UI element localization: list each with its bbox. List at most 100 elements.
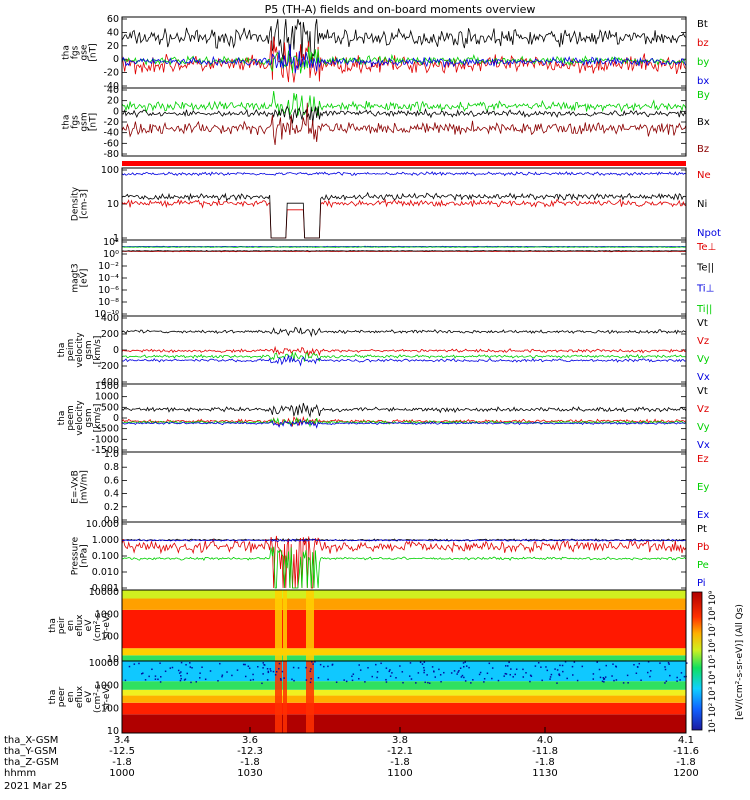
noise-dot bbox=[464, 661, 466, 663]
noise-dot bbox=[199, 677, 201, 679]
noise-dot bbox=[159, 681, 162, 683]
ytick-label: 10⁻² bbox=[98, 261, 119, 272]
noise-dot bbox=[267, 671, 270, 674]
noise-dot bbox=[504, 665, 507, 667]
colorbar-tick: 10⁶ bbox=[708, 638, 718, 653]
legend-ti: Ti⊥ bbox=[696, 283, 714, 294]
noise-dot bbox=[399, 665, 401, 667]
ytick-label: -20 bbox=[103, 117, 119, 128]
noise-dot bbox=[281, 670, 284, 673]
noise-dot bbox=[664, 666, 666, 668]
noise-dot bbox=[415, 682, 417, 684]
noise-dot bbox=[154, 675, 157, 677]
noise-dot bbox=[460, 676, 463, 678]
noise-dot bbox=[483, 681, 485, 683]
noise-dot bbox=[389, 669, 391, 671]
noise-dot bbox=[367, 666, 369, 669]
ytick-label: 500 bbox=[101, 402, 119, 413]
noise-dot bbox=[549, 676, 552, 678]
ytick-label: 10⁻⁶ bbox=[98, 285, 119, 296]
spectro-band bbox=[122, 609, 686, 649]
noise-dot bbox=[453, 670, 456, 672]
series-pi-line bbox=[121, 538, 686, 543]
xaxis-value: 1200 bbox=[673, 768, 698, 779]
noise-dot bbox=[464, 680, 467, 682]
ytick-label: 1500 bbox=[95, 381, 119, 392]
panel-3: Density [cm-3] 100 10 1 Ne Ni Npot bbox=[71, 165, 721, 244]
noise-dot bbox=[679, 679, 681, 681]
ytick-label: 1000 bbox=[95, 609, 119, 620]
legend-pb: Pb bbox=[697, 542, 709, 553]
noise-dot bbox=[488, 662, 491, 665]
ylabel-line: [nT] bbox=[89, 43, 99, 61]
colorbar-tick: 10² bbox=[708, 703, 718, 717]
noise-dot bbox=[154, 678, 157, 680]
ytick-label: 0.001 bbox=[92, 583, 119, 594]
ytick-label: 0 bbox=[113, 106, 119, 117]
ylabel-line: sr-eV) bbox=[102, 612, 112, 638]
noise-dot bbox=[180, 677, 182, 680]
ytick-label: 0.0 bbox=[104, 515, 119, 526]
noise-dot bbox=[309, 670, 312, 673]
noise-dot bbox=[650, 670, 652, 672]
ytick-label: -40 bbox=[103, 128, 119, 139]
ylabel-line: eV bbox=[84, 690, 94, 703]
noise-dot bbox=[529, 680, 531, 683]
noise-dot bbox=[428, 682, 431, 684]
panel-frame bbox=[121, 315, 687, 385]
xaxis-row-label: tha_Y-GSM bbox=[4, 746, 57, 757]
noise-dot bbox=[556, 669, 559, 671]
noise-dot bbox=[267, 670, 270, 673]
noise-dot bbox=[603, 677, 606, 680]
spectro-band bbox=[122, 681, 686, 690]
ytick-label: -20 bbox=[103, 68, 119, 79]
ylabel-line: [nT] bbox=[89, 113, 99, 131]
noise-dot bbox=[515, 668, 518, 671]
ylabel-line: sr-eV) bbox=[102, 684, 112, 710]
noise-dot bbox=[221, 675, 223, 678]
noise-dot bbox=[391, 672, 393, 674]
noise-dot bbox=[491, 677, 493, 680]
noise-dot bbox=[159, 662, 161, 664]
noise-dot bbox=[491, 667, 494, 669]
noise-dot bbox=[664, 668, 667, 671]
ylabel-line: (cm²-s- bbox=[93, 609, 103, 641]
noise-dot bbox=[522, 668, 524, 671]
series-vt-line bbox=[121, 326, 687, 338]
noise-dot bbox=[598, 668, 601, 671]
noise-dot bbox=[558, 674, 561, 677]
spectro-band bbox=[122, 655, 686, 661]
noise-dot bbox=[278, 667, 280, 670]
noise-dot bbox=[269, 668, 272, 670]
ylabel-line: peem bbox=[66, 405, 76, 431]
noise-dot bbox=[627, 682, 629, 684]
noise-dot bbox=[646, 671, 649, 674]
ylabel-line: gse bbox=[80, 44, 90, 60]
noise-dot bbox=[310, 678, 312, 680]
series-pb-line bbox=[121, 535, 687, 589]
series-ni-line bbox=[121, 191, 687, 239]
noise-dot bbox=[459, 667, 462, 669]
ylabel-line: peer bbox=[57, 686, 67, 707]
ytick-label: -60 bbox=[103, 138, 119, 149]
legend-ne: Ne bbox=[697, 170, 711, 181]
noise-dot bbox=[291, 678, 293, 681]
panel-frame bbox=[121, 16, 687, 89]
ytick-label: 400 bbox=[101, 313, 119, 324]
noise-dot bbox=[676, 676, 678, 679]
ytick-label: 10² bbox=[103, 237, 119, 248]
ytick-label: 100 bbox=[101, 703, 119, 714]
noise-dot bbox=[665, 680, 668, 682]
noise-dot bbox=[611, 675, 613, 677]
noise-dot bbox=[169, 667, 172, 669]
colorbar-gradient bbox=[691, 591, 703, 731]
noise-dot bbox=[462, 662, 465, 664]
noise-dot bbox=[190, 681, 192, 684]
noise-dot bbox=[612, 663, 614, 665]
legend-te: Te⊥ bbox=[696, 242, 716, 253]
noise-dot bbox=[626, 674, 629, 677]
panel-frame bbox=[121, 167, 687, 241]
noise-dot bbox=[389, 675, 392, 677]
noise-dot bbox=[199, 672, 201, 674]
noise-dot bbox=[529, 674, 532, 677]
